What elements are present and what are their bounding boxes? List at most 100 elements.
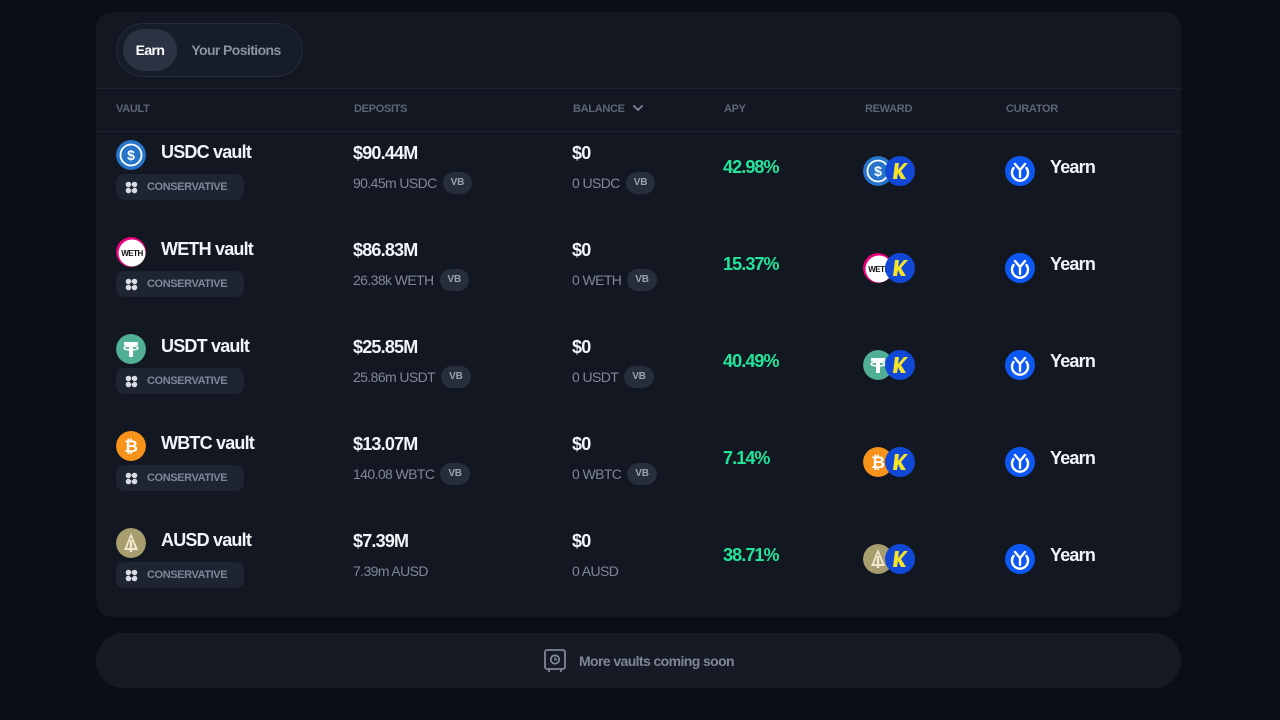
divider	[96, 131, 1181, 132]
balance-amount: $0	[572, 143, 591, 163]
column-header-balance-label: BALANCE	[573, 103, 625, 115]
vault-name: AUSD vault	[161, 530, 252, 550]
shield-clover-icon	[125, 181, 138, 193]
balance-token-amount: 0 AUSD	[572, 563, 619, 579]
svg-text:$: $	[127, 147, 135, 163]
deposits-amount: $90.44M	[353, 143, 418, 163]
deposits-token-amount: 7.39m AUSD	[353, 563, 429, 579]
usdc-icon: $	[116, 140, 146, 170]
risk-badge: CONSERVATIVE	[116, 368, 244, 394]
curator-name: Yearn	[1050, 448, 1096, 468]
yearn-icon	[1005, 544, 1035, 574]
svg-text:WETH: WETH	[121, 249, 143, 258]
vb-badge: VB	[625, 172, 656, 194]
vaults-panel: Earn Your Positions VAULT DEPOSITS BALAN…	[96, 12, 1181, 617]
apy-value: 15.37%	[723, 254, 780, 274]
vault-row[interactable]: AUSD vault CONSERVATIVE $7.39M 7.39m AUS…	[96, 520, 1181, 617]
tab-your-positions[interactable]: Your Positions	[191, 42, 281, 58]
deposits-amount: $13.07M	[353, 434, 418, 454]
reward-k-icon	[885, 447, 915, 477]
vb-badge: VB	[439, 269, 470, 291]
yearn-icon	[1005, 156, 1035, 186]
risk-badge: CONSERVATIVE	[116, 562, 244, 588]
more-vaults-banner: More vaults coming soon	[96, 633, 1181, 688]
balance-token-amount: 0 USDT	[572, 369, 619, 385]
balance-token-amount: 0 USDC	[572, 175, 620, 191]
more-vaults-text: More vaults coming soon	[578, 652, 735, 669]
risk-label: CONSERVATIVE	[147, 472, 228, 484]
balance-amount: $0	[572, 337, 591, 357]
balance-amount: $0	[572, 434, 591, 454]
vb-badge: VB	[441, 366, 471, 388]
balance-sub: 0 USDC VB	[572, 172, 656, 194]
vb-badge: VB	[627, 269, 657, 291]
risk-label: CONSERVATIVE	[147, 569, 228, 581]
deposits-sub: 26.38k WETH VB	[353, 269, 470, 291]
balance-amount: $0	[572, 531, 591, 551]
yearn-icon	[1005, 253, 1035, 283]
column-header-balance[interactable]: BALANCE	[573, 103, 643, 115]
tab-earn[interactable]: Earn	[123, 29, 177, 71]
reward-k-icon	[885, 544, 915, 574]
apy-value: 7.14%	[723, 448, 770, 468]
balance-sub: 0 AUSD	[572, 560, 619, 582]
svg-text:₿: ₿	[871, 453, 885, 472]
column-header-deposits: DEPOSITS	[354, 103, 408, 115]
svg-text:$: $	[874, 163, 882, 179]
deposits-token-amount: 90.45m USDC	[353, 175, 437, 191]
yearn-icon	[1005, 447, 1035, 477]
deposits-sub: 140.08 WBTC VB	[353, 463, 470, 485]
deposits-sub: 25.86m USDT VB	[353, 366, 471, 388]
risk-badge: CONSERVATIVE	[116, 174, 244, 200]
balance-amount: $0	[572, 240, 591, 260]
wbtc-icon: ₿	[116, 431, 146, 461]
column-header-reward: REWARD	[865, 103, 913, 115]
vault-safe-icon	[544, 648, 566, 672]
column-header-vault: VAULT	[116, 103, 150, 115]
risk-label: CONSERVATIVE	[147, 278, 228, 290]
svg-text:WETH: WETH	[868, 265, 890, 274]
balance-token-amount: 0 WETH	[572, 272, 622, 288]
curator-name: Yearn	[1050, 351, 1096, 371]
vault-row[interactable]: ₿ WBTC vault CONSERVATIVE $13.07M 140.08…	[96, 423, 1181, 520]
vault-name: USDT vault	[161, 336, 250, 356]
vault-name: WBTC vault	[161, 433, 255, 453]
vault-row[interactable]: WETH WETH vault CONSERVATIVE $86.83M 26.…	[96, 229, 1181, 326]
column-header-curator: CURATOR	[1006, 103, 1058, 115]
risk-label: CONSERVATIVE	[147, 181, 228, 193]
vault-row[interactable]: USDT vault CONSERVATIVE $25.85M 25.86m U…	[96, 326, 1181, 423]
balance-sub: 0 WETH VB	[572, 269, 657, 291]
deposits-amount: $25.85M	[353, 337, 418, 357]
risk-label: CONSERVATIVE	[147, 375, 228, 387]
chevron-down-icon	[632, 105, 643, 112]
risk-badge: CONSERVATIVE	[116, 465, 244, 491]
column-header-apy: APY	[724, 103, 746, 115]
view-tabs: Earn Your Positions	[116, 23, 303, 77]
vault-name: WETH vault	[161, 239, 254, 259]
curator-name: Yearn	[1050, 545, 1096, 565]
deposits-token-amount: 140.08 WBTC	[353, 466, 435, 482]
usdt-icon	[116, 334, 146, 364]
reward-k-icon	[885, 156, 915, 186]
shield-clover-icon	[125, 375, 138, 387]
vault-row[interactable]: $ USDC vault CONSERVATIVE $90.44M 90.45m…	[96, 132, 1181, 229]
reward-k-icon	[885, 350, 915, 380]
deposits-sub: 90.45m USDC VB	[353, 172, 473, 194]
shield-clover-icon	[125, 472, 138, 484]
reward-k-icon	[885, 253, 915, 283]
curator-name: Yearn	[1050, 254, 1096, 274]
risk-badge: CONSERVATIVE	[116, 271, 244, 297]
divider	[96, 88, 1181, 89]
deposits-token-amount: 26.38k WETH	[353, 272, 434, 288]
vb-badge: VB	[442, 172, 473, 194]
vb-badge: VB	[624, 366, 654, 388]
balance-token-amount: 0 WBTC	[572, 466, 622, 482]
deposits-amount: $86.83M	[353, 240, 418, 260]
weth-icon: WETH	[116, 237, 146, 267]
curator-name: Yearn	[1050, 157, 1096, 177]
vault-name: USDC vault	[161, 142, 252, 162]
balance-sub: 0 USDT VB	[572, 366, 654, 388]
deposits-token-amount: 25.86m USDT	[353, 369, 436, 385]
apy-value: 42.98%	[723, 157, 780, 177]
shield-clover-icon	[125, 278, 138, 290]
